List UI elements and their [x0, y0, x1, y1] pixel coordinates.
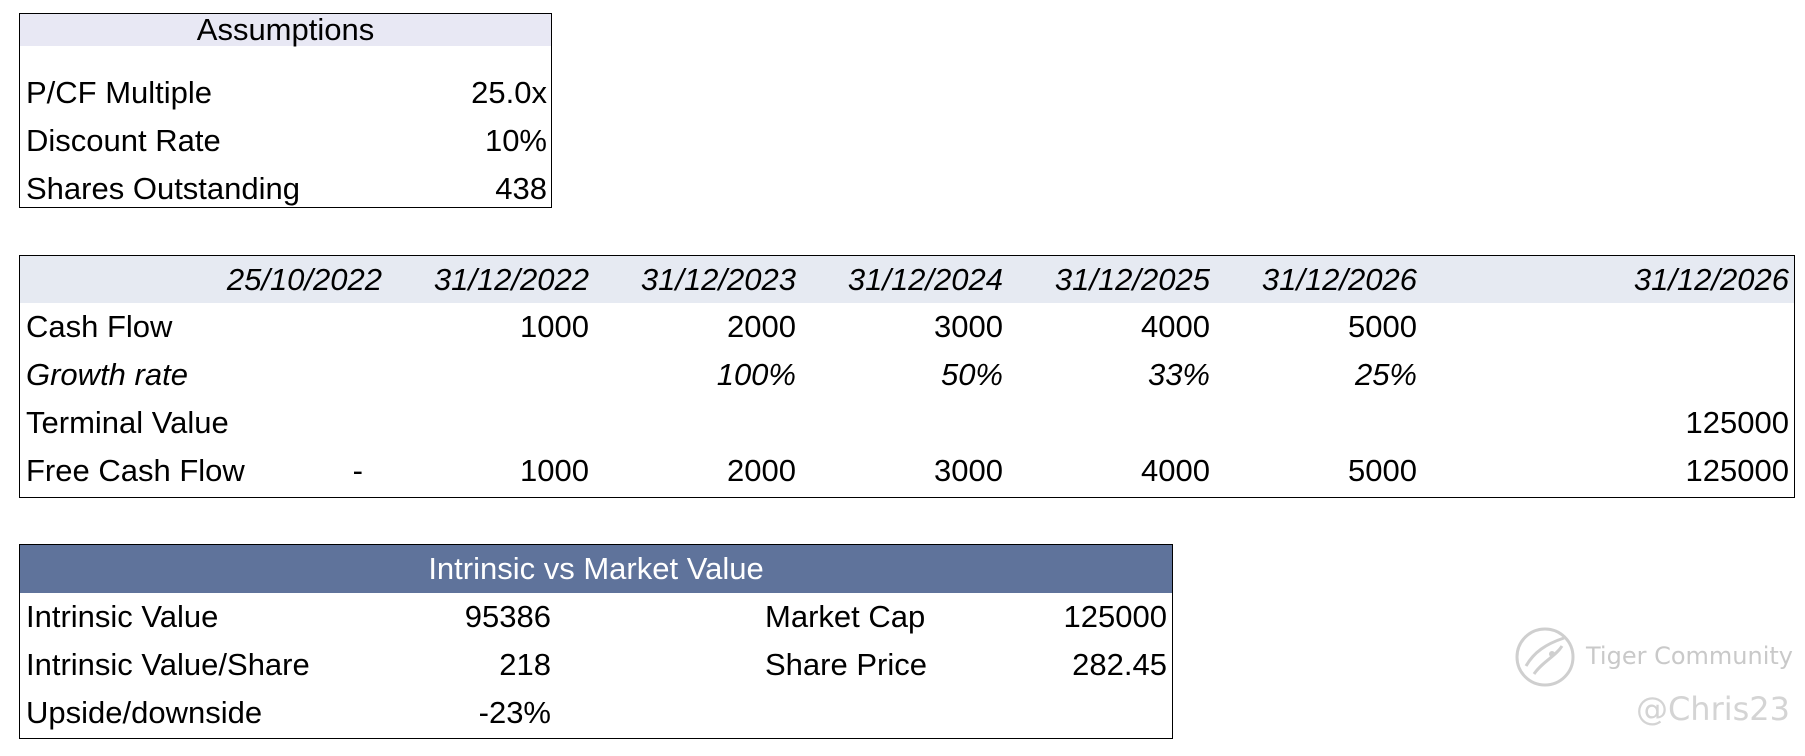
date-header-cell: 31/12/2026 — [1261, 262, 1417, 297]
intrinsic-row: Intrinsic Value/Share 218 Share Price 28… — [20, 641, 1172, 689]
row-label: Terminal Value — [26, 405, 229, 440]
table-cell: 3000 — [934, 309, 1003, 344]
assumptions-title: Assumptions — [196, 12, 375, 47]
intrinsic-label: Intrinsic Value/Share — [26, 647, 310, 682]
growth-rate-row: Growth rate 100% 50% 33% 25% — [20, 351, 1794, 399]
terminal-value-row: Terminal Value 125000 — [20, 399, 1794, 447]
intrinsic-value: 218 — [499, 647, 551, 682]
assumption-label: Shares Outstanding — [26, 171, 301, 206]
table-cell: 125000 — [1685, 405, 1789, 440]
assumptions-table: Assumptions P/CF Multiple 25.0x Discount… — [19, 12, 552, 208]
assumption-row: Discount Rate 10% — [20, 123, 551, 158]
table-cell: 125000 — [1685, 453, 1789, 488]
table-cell: 5000 — [1348, 309, 1417, 344]
assumption-value: 25.0x — [471, 75, 547, 110]
market-value: 125000 — [1063, 599, 1167, 634]
date-header-cell: 31/12/2022 — [433, 262, 589, 297]
market-label: Market Cap — [765, 599, 926, 634]
table-cell: 5000 — [1348, 453, 1417, 488]
table-cell: 100% — [716, 357, 796, 392]
intrinsic-row: Upside/downside -23% — [20, 689, 1172, 737]
date-header-cell: 25/10/2022 — [226, 262, 382, 297]
intrinsic-label: Intrinsic Value — [26, 599, 219, 634]
date-header-cell: 31/12/2025 — [1054, 262, 1210, 297]
cashflow-date-header: 25/10/2022 31/12/2022 31/12/2023 31/12/2… — [20, 256, 1794, 303]
watermark-brand: Tiger Community — [1586, 642, 1793, 670]
date-header-cell: 31/12/2024 — [847, 262, 1003, 297]
market-value: 282.45 — [1072, 647, 1167, 682]
table-cell: 2000 — [727, 309, 796, 344]
watermark: Tiger Community @Chris23 — [1512, 622, 1802, 742]
table-cell: 4000 — [1141, 453, 1210, 488]
table-cell: 1000 — [520, 309, 589, 344]
assumption-label: P/CF Multiple — [26, 75, 213, 110]
intrinsic-title: Intrinsic vs Market Value — [428, 551, 764, 586]
date-header-cell: 31/12/2026 — [1633, 262, 1789, 297]
table-cell: - — [352, 453, 363, 488]
date-header-cell: 31/12/2023 — [640, 262, 796, 297]
cashflow-table: 25/10/2022 31/12/2022 31/12/2023 31/12/2… — [19, 255, 1795, 498]
table-cell: 1000 — [520, 453, 589, 488]
row-label: Growth rate — [26, 357, 188, 392]
market-label: Share Price — [765, 647, 927, 682]
assumption-label: Discount Rate — [26, 123, 221, 158]
watermark-user: @Chris23 — [1635, 690, 1790, 728]
table-cell: 33% — [1147, 357, 1210, 392]
free-cash-flow-row: Free Cash Flow - 1000 2000 3000 4000 500… — [20, 447, 1794, 495]
assumption-row: P/CF Multiple 25.0x — [20, 75, 551, 110]
table-cell: 50% — [940, 357, 1003, 392]
intrinsic-row: Intrinsic Value 95386 Market Cap 125000 — [20, 593, 1172, 641]
table-cell: 2000 — [727, 453, 796, 488]
cash-flow-row: Cash Flow 1000 2000 3000 4000 5000 — [20, 303, 1794, 351]
intrinsic-value-table: Intrinsic vs Market Value Intrinsic Valu… — [19, 544, 1173, 739]
row-label: Cash Flow — [26, 309, 173, 344]
intrinsic-value: 95386 — [464, 599, 551, 634]
assumption-value: 10% — [484, 123, 547, 158]
assumptions-header: Assumptions — [20, 12, 551, 47]
row-label: Free Cash Flow — [26, 453, 245, 488]
intrinsic-header: Intrinsic vs Market Value — [20, 545, 1172, 593]
table-cell: 3000 — [934, 453, 1003, 488]
assumption-row: Shares Outstanding 438 — [20, 171, 551, 206]
assumption-value: 438 — [495, 171, 547, 206]
intrinsic-value: -23% — [478, 695, 551, 730]
table-cell: 25% — [1354, 357, 1417, 392]
table-cell: 4000 — [1141, 309, 1210, 344]
tiger-logo-icon — [1515, 627, 1575, 687]
intrinsic-label: Upside/downside — [26, 695, 263, 730]
